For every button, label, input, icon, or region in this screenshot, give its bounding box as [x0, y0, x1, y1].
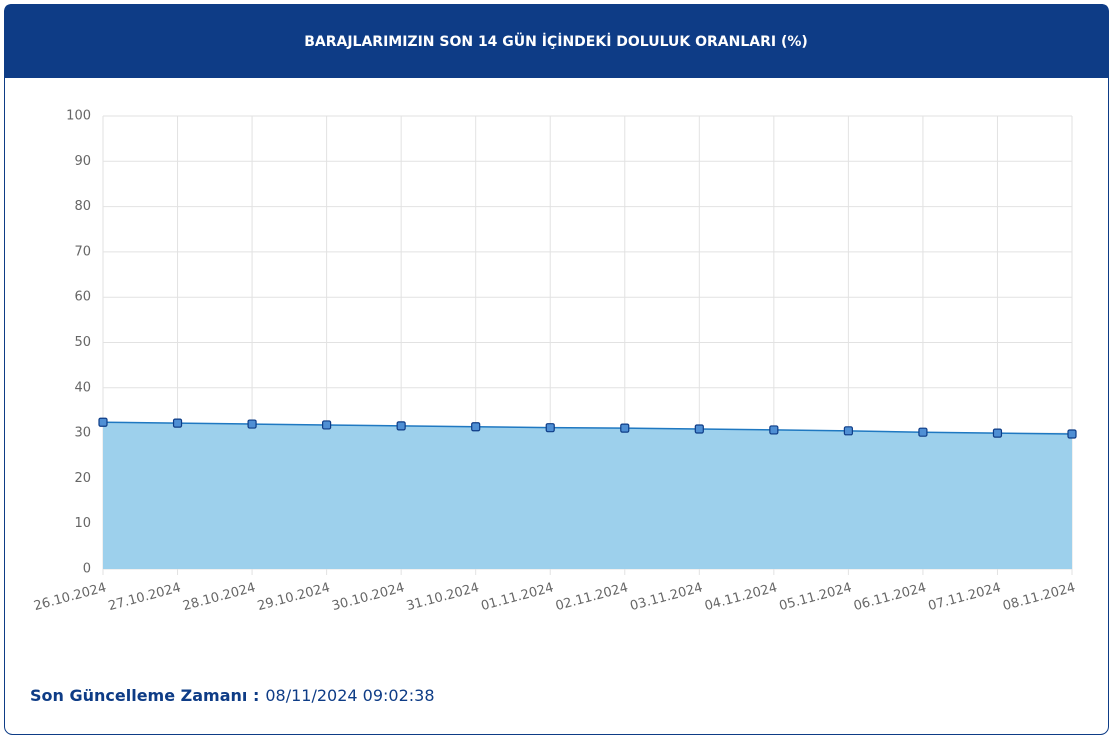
y-tick-label: 90	[74, 154, 91, 169]
point	[98, 417, 108, 427]
point	[694, 424, 704, 434]
y-tick-label: 60	[74, 290, 91, 305]
point	[1067, 429, 1077, 439]
footer: Son Güncelleme Zamanı : 08/11/2024 09:02:…	[30, 686, 435, 705]
point	[247, 419, 257, 429]
y-tick-label: 50	[74, 335, 91, 350]
point	[620, 423, 630, 433]
point	[843, 426, 853, 436]
header-bar	[4, 4, 1109, 78]
y-tick-label: 40	[74, 380, 91, 395]
point	[918, 427, 928, 437]
point	[322, 420, 332, 430]
y-tick-label: 80	[74, 199, 91, 214]
point	[471, 422, 481, 432]
point	[545, 423, 555, 433]
chart-title: BARAJLARIMIZIN SON 14 GÜN İÇİNDEKİ DOLUL…	[304, 32, 808, 50]
point	[172, 418, 183, 428]
y-tick-label: 70	[74, 244, 91, 259]
area	[103, 422, 1072, 569]
y-tick-label: 30	[74, 426, 91, 441]
y-tick-label: 100	[66, 109, 91, 124]
card	[4, 4, 1109, 735]
y-tick-label: 0	[83, 562, 91, 577]
line	[102, 421, 1073, 435]
point	[396, 421, 406, 431]
footer-label: Son Güncelleme Zamanı :	[30, 686, 259, 705]
y-tick-label: 20	[74, 471, 91, 486]
footer-value: 08/11/2024 09:02:38	[265, 686, 434, 705]
point	[769, 425, 779, 435]
y-tick-label: 10	[74, 516, 91, 531]
point	[992, 428, 1003, 438]
